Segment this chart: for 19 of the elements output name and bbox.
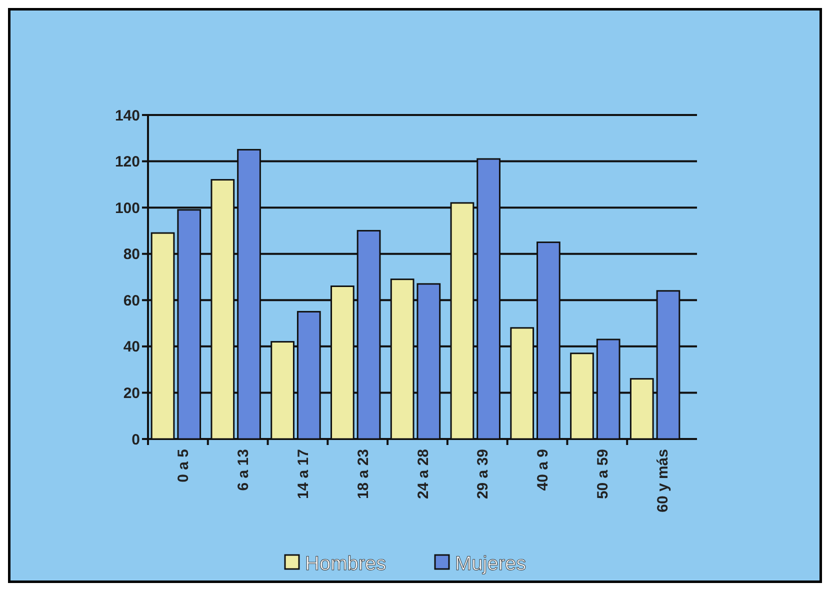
x-tick-label: 6 a 13 — [235, 449, 252, 491]
legend-label: Mujeres — [455, 553, 526, 575]
y-tick-label: 100 — [114, 200, 140, 217]
y-tick-label: 140 — [114, 107, 140, 124]
x-tick-label: 14 a 17 — [294, 449, 312, 500]
y-tick-label: 0 — [132, 431, 140, 448]
x-tick-label: 18 a 23 — [354, 449, 372, 500]
legend-label: Hombres — [305, 553, 386, 575]
x-tick-label: 40 a 9 — [534, 449, 552, 491]
x-tick-label: 60 y más — [654, 449, 672, 512]
x-tick-label: 50 a 59 — [594, 449, 612, 500]
y-tick-label: 60 — [123, 292, 140, 310]
x-tick-label: 0 a 5 — [175, 449, 192, 482]
y-tick-label: 80 — [123, 246, 140, 264]
y-tick-label: 120 — [114, 154, 140, 171]
y-tick-label: 20 — [123, 384, 140, 402]
y-tick-label: 40 — [123, 338, 140, 356]
x-tick-label: 29 a 39 — [474, 449, 492, 500]
x-tick-label: 24 a 28 — [414, 449, 432, 500]
